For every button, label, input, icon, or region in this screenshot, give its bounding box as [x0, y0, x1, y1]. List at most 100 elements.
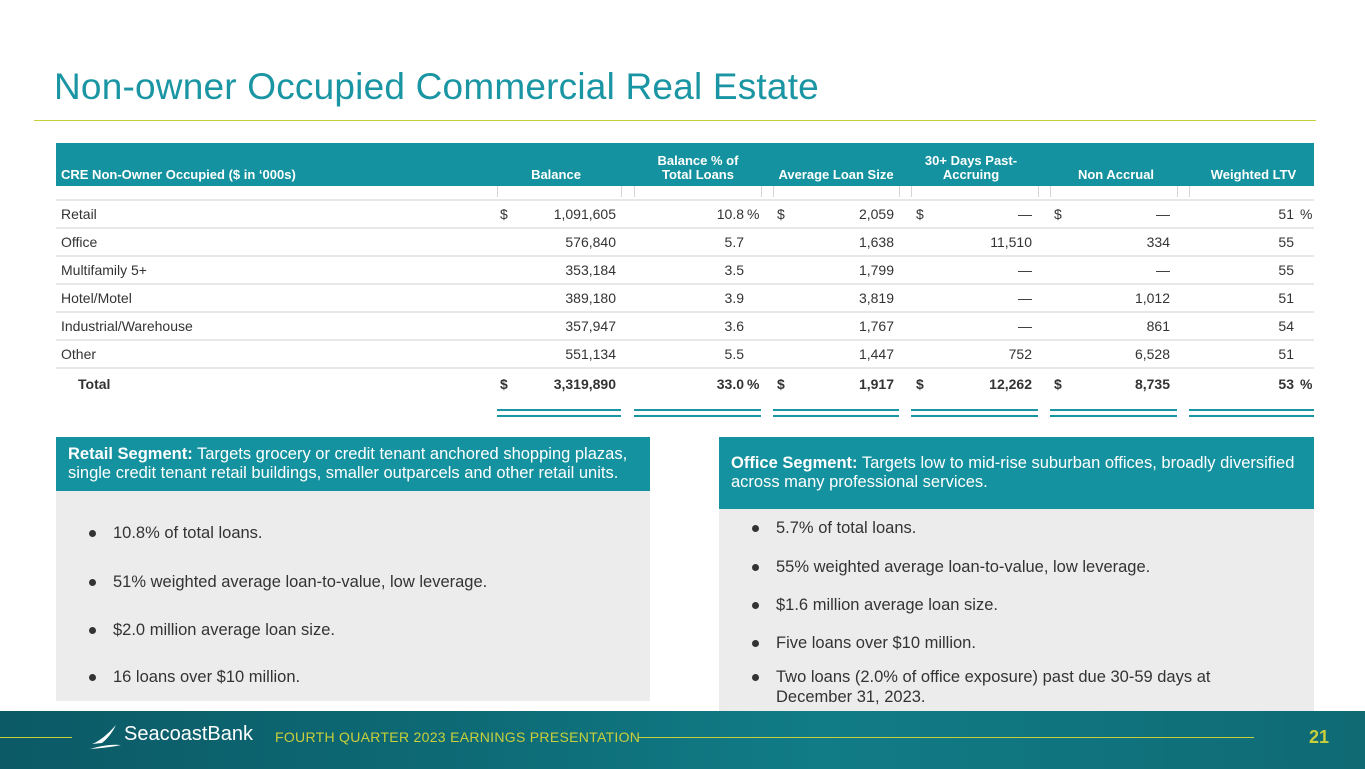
col-separator [1189, 313, 1190, 339]
col-separator [634, 341, 635, 367]
col-separator [1038, 341, 1039, 367]
bullet-icon [752, 674, 759, 681]
cell-avg: 3,819 [858, 290, 894, 306]
cell-na: 1,012 [1134, 290, 1170, 306]
cell-pd: — [1018, 262, 1032, 278]
col-separator [1189, 201, 1190, 227]
col-separator [1038, 186, 1039, 197]
col-separator [1038, 229, 1039, 255]
table-header: CRE Non-Owner Occupied ($ in ‘000s) Bala… [56, 143, 1314, 186]
cre-table: CRE Non-Owner Occupied ($ in ‘000s) Bala… [56, 143, 1314, 417]
cell-avg: 1,767 [858, 318, 894, 334]
cell-na-cur: $ [1054, 206, 1062, 222]
col-separator [621, 257, 622, 283]
total-underline [1189, 409, 1314, 417]
cell-ltv: 53 [1278, 376, 1294, 392]
col-separator [1050, 257, 1051, 283]
office-segment-panel: Office Segment: Targets low to mid-rise … [719, 437, 1314, 711]
col-separator [773, 186, 774, 197]
cell-label: Retail [61, 206, 97, 222]
cell-balance: 3,319,890 [553, 376, 616, 392]
col-separator [1050, 285, 1051, 311]
col-separator [899, 341, 900, 367]
cell-pct: 5.5 [724, 346, 744, 362]
col-separator [773, 313, 774, 339]
cell-ltv: 55 [1278, 262, 1294, 278]
header-ltv: Weighted LTV [1210, 167, 1297, 182]
cell-label: Office [61, 234, 98, 250]
cell-ltv-unit: % [1300, 206, 1313, 222]
cell-bal-cur: $ [500, 206, 508, 222]
col-separator [911, 229, 912, 255]
col-separator [634, 201, 635, 227]
table-body: Retail $1,091,605 10.8% $2,059 $ — $ — 51% Office… [56, 201, 1314, 417]
col-separator [1189, 285, 1190, 311]
cell-pd: 752 [1008, 346, 1032, 362]
col-separator [1177, 313, 1178, 339]
col-separator [621, 201, 622, 227]
cell-na: 334 [1146, 234, 1170, 250]
list-item: 5.7% of total loans. [752, 518, 916, 538]
col-separator [1038, 201, 1039, 227]
col-separator [497, 313, 498, 339]
col-separator [761, 313, 762, 339]
col-separator [761, 285, 762, 311]
col-separator [773, 341, 774, 367]
col-separator [911, 257, 912, 283]
bullet-text: 51% weighted average loan-to-value, low … [113, 573, 488, 591]
bullet-icon [89, 627, 96, 634]
cell-ltv: 51 [1278, 206, 1294, 222]
col-separator [1038, 257, 1039, 283]
cell-na: — [1156, 206, 1170, 222]
cell-pct: 3.5 [724, 262, 744, 278]
table-row: Multifamily 5+ 353,184 3.5 1,799 — — 55 [56, 257, 1314, 285]
col-separator [911, 341, 912, 367]
total-underline [634, 409, 761, 417]
col-separator [761, 257, 762, 283]
cell-balance: 1,091,605 [553, 206, 616, 222]
cell-pd: — [1018, 206, 1032, 222]
col-separator [497, 229, 498, 255]
header-pd-line2: Accruing [942, 167, 1000, 182]
retail-heading-text: Targets grocery or credit tenant anchore… [68, 445, 628, 482]
cell-balance: 551,134 [565, 346, 616, 362]
col-separator [621, 285, 622, 311]
col-separator [634, 285, 635, 311]
cell-avg-cur: $ [777, 376, 785, 392]
office-heading-text: Targets low to mid-rise suburban offices… [731, 454, 1295, 491]
col-separator [773, 229, 774, 255]
cell-avg: 2,059 [858, 206, 894, 222]
footer-rule [0, 737, 72, 738]
col-separator [911, 201, 912, 227]
col-separator [911, 313, 912, 339]
cell-pd: 12,262 [989, 376, 1032, 392]
cell-pct-unit: % [747, 376, 760, 392]
table-spacer-row [56, 186, 1314, 201]
cell-balance: 357,947 [565, 318, 616, 334]
col-separator [1050, 369, 1051, 405]
col-separator [1050, 229, 1051, 255]
cell-label: Hotel/Motel [61, 290, 132, 306]
list-item: Two loans (2.0% of office exposure) past… [752, 667, 1276, 707]
cell-pct: 3.6 [724, 318, 744, 334]
bullet-icon [752, 602, 759, 609]
header-avg: Average Loan Size [778, 167, 894, 182]
col-separator [497, 257, 498, 283]
col-separator [621, 341, 622, 367]
col-separator [911, 186, 912, 197]
cell-pct: 10.8 [716, 206, 744, 222]
col-separator [911, 285, 912, 311]
retail-heading-label: Retail Segment: [68, 445, 193, 463]
cell-pct: 5.7 [724, 234, 744, 250]
list-item: 55% weighted average loan-to-value, low … [752, 557, 1150, 577]
col-separator [1177, 186, 1178, 197]
cell-na: 8,735 [1134, 376, 1170, 392]
col-separator [761, 229, 762, 255]
brand-name: SeacoastBank [124, 723, 253, 745]
cell-ltv: 51 [1278, 290, 1294, 306]
bullet-icon [89, 674, 96, 681]
col-separator [621, 313, 622, 339]
cell-ltv: 55 [1278, 234, 1294, 250]
col-separator [773, 369, 774, 405]
col-separator [911, 369, 912, 405]
